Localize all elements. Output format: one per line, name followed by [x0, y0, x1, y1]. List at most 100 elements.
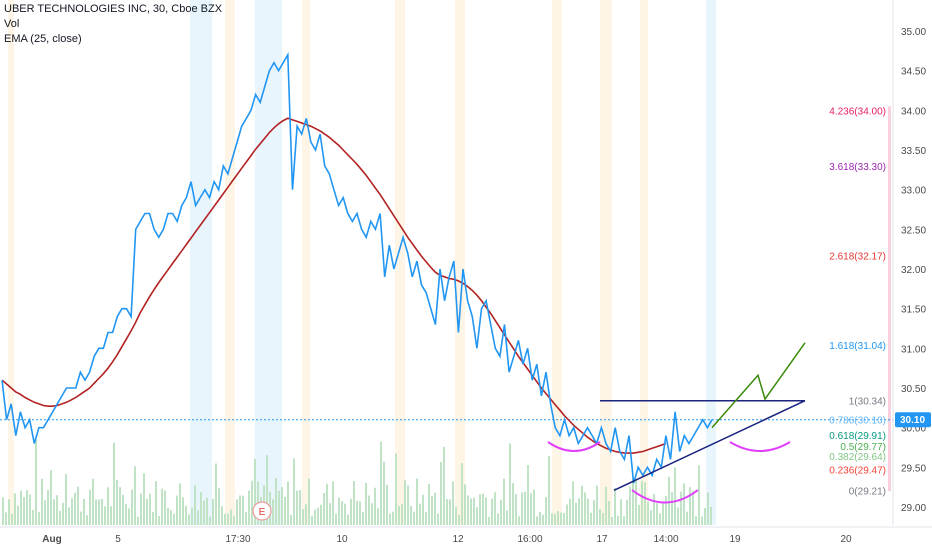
volume-bar: [203, 500, 205, 525]
rising-trend-line[interactable]: [613, 400, 806, 492]
volume-bar: [575, 502, 577, 525]
volume-bar: [32, 509, 34, 525]
volume-bar: [605, 486, 607, 525]
volume-bar: [242, 495, 244, 525]
volume-bar: [545, 497, 547, 525]
session-band: [302, 0, 310, 525]
volume-bar: [566, 504, 568, 525]
price-series-line[interactable]: [1, 52, 713, 484]
volume-bar: [389, 513, 391, 525]
volume-bar: [68, 507, 70, 525]
session-band: [455, 0, 465, 525]
earnings-marker-circle[interactable]: [252, 501, 272, 521]
volume-bar: [329, 503, 331, 525]
volume-bar: [521, 492, 523, 525]
time-tick-label: 14:00: [653, 534, 678, 545]
volume-bar: [653, 494, 655, 525]
volume-bar: [200, 492, 202, 525]
volume-bar: [515, 494, 517, 525]
time-axis: Aug 5 17:30 10 12 16:00 17 14:00 19 20: [0, 526, 932, 545]
fib-label-0-786: 0.786(30.10): [829, 416, 886, 427]
fib-label-0-618: 0.618(29.91): [829, 431, 886, 442]
volume-bar: [440, 461, 442, 525]
right-shoulder-arc[interactable]: [729, 441, 791, 452]
head-arc[interactable]: [631, 489, 699, 504]
volume-bar: [485, 497, 487, 525]
projection-path[interactable]: [711, 342, 806, 429]
fib-label-0-5: 0.5(29.77): [840, 442, 886, 453]
volume-bar: [530, 493, 532, 525]
volume-bar: [278, 490, 280, 525]
volume-bar: [680, 491, 682, 525]
volume-bar: [422, 494, 424, 525]
volume-bar: [41, 478, 43, 525]
volume-bar: [125, 504, 127, 525]
volume-bar: [17, 505, 19, 525]
volume-bar: [161, 488, 163, 525]
price-tick-label: 30.50: [901, 384, 926, 395]
volume-bar: [119, 487, 121, 525]
volume-bar: [122, 494, 124, 525]
legend-vol: Vol: [4, 18, 20, 30]
left-shoulder-arc[interactable]: [547, 441, 601, 452]
volume-bar: [497, 513, 499, 525]
volume-bar: [617, 515, 619, 525]
volume-bar: [296, 490, 298, 525]
volume-bar: [548, 455, 550, 525]
volume-bar: [410, 505, 412, 525]
volume-bar: [710, 506, 712, 525]
volume-bar: [221, 506, 223, 525]
volume-bar: [461, 463, 463, 525]
volume-bar: [155, 481, 157, 525]
volume-bar: [434, 492, 436, 525]
volume-bar: [5, 512, 7, 525]
volume-bar: [110, 506, 112, 525]
volume-bar: [149, 493, 151, 525]
volume-bar: [629, 486, 631, 525]
volume-bar: [689, 487, 691, 525]
volume-bar: [644, 482, 646, 525]
volume-bar: [620, 499, 622, 525]
volume-bar: [305, 504, 307, 525]
time-tick-label: 16:00: [517, 534, 542, 545]
volume-bar: [518, 516, 520, 525]
earnings-marker-label: E: [259, 507, 266, 518]
volume-bar: [197, 510, 199, 525]
volume-bar: [176, 495, 178, 525]
volume-bar: [83, 498, 85, 525]
fib-range-band: [888, 106, 891, 492]
volume-bar: [455, 507, 457, 525]
legend-ema: EMA (25, close): [4, 33, 82, 45]
volume-bar: [62, 502, 64, 525]
price-tick-label: 31.00: [901, 344, 926, 355]
ema-series-line[interactable]: [1, 117, 667, 454]
volume-bar: [194, 485, 196, 525]
volume-bar: [593, 500, 595, 525]
volume-bar: [347, 514, 349, 525]
volume-bar: [368, 495, 370, 525]
volume-bar: [392, 511, 394, 525]
volume-bar: [230, 509, 232, 525]
volume-bar: [107, 487, 109, 525]
volume-bar: [377, 507, 379, 525]
volume-bar: [638, 504, 640, 525]
volume-bar: [542, 514, 544, 525]
session-bands: [8, 0, 716, 525]
volume-bar: [383, 461, 385, 525]
volume-bar: [449, 499, 451, 525]
pattern-drawings: [547, 342, 806, 504]
volume-bar: [167, 507, 169, 525]
volume-bar: [218, 488, 220, 525]
volume-bar: [596, 485, 598, 525]
volume-bar: [290, 514, 292, 525]
volume-bar: [416, 478, 418, 525]
volume-bar: [80, 511, 82, 525]
volume-bar: [662, 501, 664, 525]
volume-bar: [695, 516, 697, 525]
volume-bar: [254, 458, 256, 525]
time-tick-label: 19: [729, 534, 741, 545]
volume-bar: [11, 513, 13, 525]
volume-bar: [59, 510, 61, 525]
earnings-marker[interactable]: E: [252, 501, 272, 521]
